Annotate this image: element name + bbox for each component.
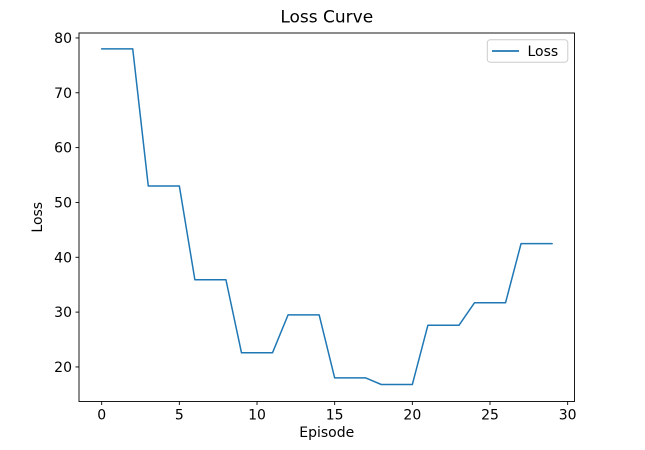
- legend: Loss: [486, 39, 569, 63]
- x-tick-label: 10: [248, 408, 266, 424]
- y-tick-label: 30: [54, 305, 72, 321]
- x-tick-label: 5: [175, 408, 184, 424]
- chart-title: Loss Curve: [280, 8, 373, 28]
- legend-label: Loss: [528, 44, 559, 60]
- x-tick-label: 0: [97, 408, 106, 424]
- legend-box: [486, 39, 569, 63]
- axes-spines: [78, 32, 575, 402]
- y-tick-label: 70: [54, 86, 72, 102]
- x-tick-label: 25: [481, 408, 499, 424]
- plot-area: 0 5 10 15 20 25 30 20 30 40 50 60 70 80: [54, 31, 576, 424]
- y-tick-label: 50: [54, 195, 72, 211]
- x-axis-label: Episode: [299, 425, 354, 441]
- x-tick-label: 20: [403, 408, 421, 424]
- x-tick-label: 30: [559, 408, 577, 424]
- y-tick-label: 20: [54, 360, 72, 376]
- y-tick-label: 60: [54, 141, 72, 157]
- x-tick-label: 15: [326, 408, 344, 424]
- y-axis-label: Loss: [30, 202, 46, 233]
- y-tick-label: 40: [54, 250, 72, 266]
- loss-line-series: [100, 48, 553, 386]
- y-tick-label: 80: [54, 31, 72, 47]
